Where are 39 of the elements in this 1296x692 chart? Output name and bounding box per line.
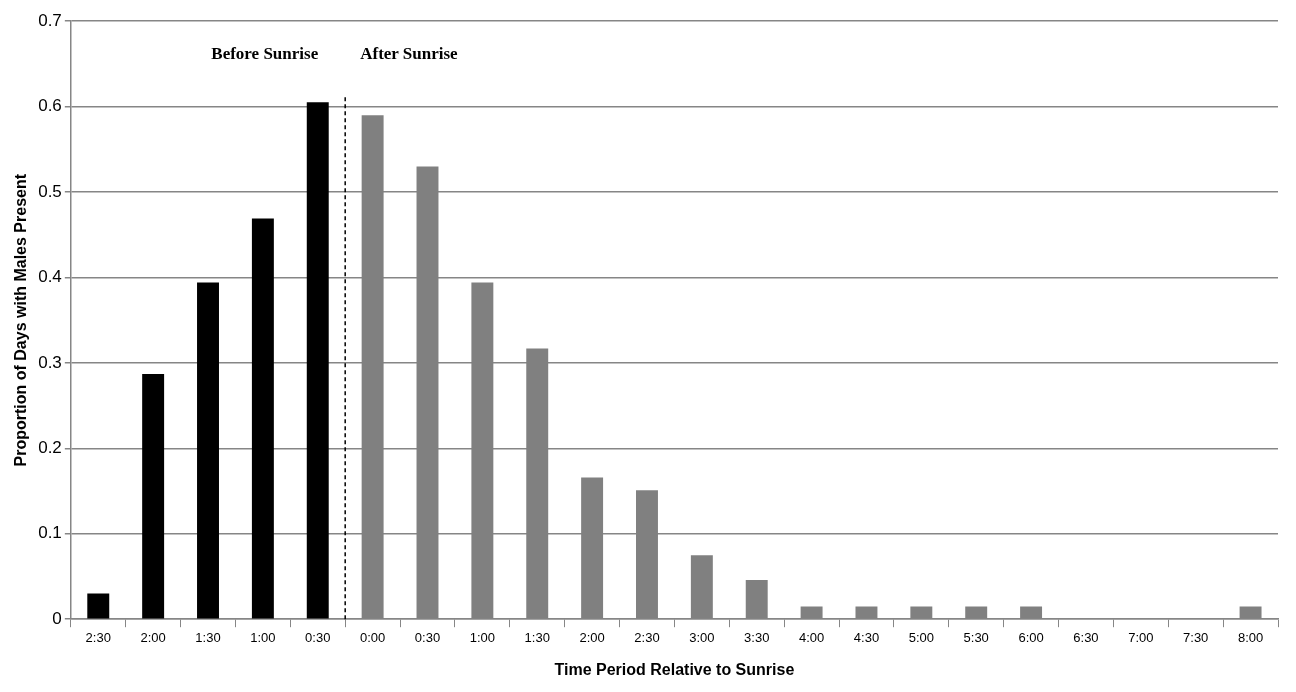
x-axis-title: Time Period Relative to Sunrise: [554, 660, 795, 678]
y-tick-label: 0.3: [38, 352, 62, 372]
y-tick-label: 0.6: [38, 96, 62, 116]
y-tick-label: 0.7: [38, 10, 62, 30]
y-tick-label: 0.4: [38, 267, 62, 287]
x-tick-label: 5:00: [908, 629, 934, 645]
x-tick-label: 5:30: [963, 629, 989, 645]
bar: [142, 374, 165, 619]
annotation: After Sunrise: [360, 43, 459, 63]
y-tick-label: 0.1: [38, 523, 62, 543]
annotation: Before Sunrise: [211, 43, 319, 63]
x-tick-label: 8:00: [1237, 629, 1264, 645]
bar: [87, 593, 110, 619]
x-tick-label: 0:00: [359, 629, 386, 645]
x-tick-label: 2:30: [634, 629, 660, 645]
y-tick-label: 0.5: [38, 181, 62, 201]
x-tick-label: 4:00: [798, 629, 825, 645]
x-tick-label: 3:00: [689, 629, 715, 645]
bar: [251, 218, 274, 619]
x-tick-label: 2:00: [579, 629, 605, 645]
x-tick-label: 7:30: [1183, 629, 1209, 645]
x-tick-label: 2:00: [140, 629, 166, 645]
x-tick-label: 4:30: [853, 629, 880, 645]
bar: [306, 102, 329, 619]
x-tick-label: 1:00: [250, 629, 276, 645]
x-tick-label: 1:30: [195, 629, 221, 645]
x-tick-label: 2:30: [85, 629, 111, 645]
x-tick-label: 7:00: [1128, 629, 1154, 645]
y-axis-title: Proportion of Days with Males Present: [12, 173, 30, 467]
x-tick-label: 6:00: [1018, 629, 1044, 645]
y-tick-label: 0: [52, 608, 62, 628]
bar: [197, 282, 219, 619]
x-tick-label: 0:30: [414, 629, 441, 645]
x-tick-label: 0:30: [305, 629, 331, 645]
x-tick-label: 1:30: [524, 629, 550, 645]
x-tick-label: 6:30: [1073, 629, 1099, 645]
x-tick-label: 1:00: [469, 629, 496, 645]
y-tick-label: 0.2: [38, 438, 62, 458]
x-tick-label: 3:30: [744, 629, 770, 645]
